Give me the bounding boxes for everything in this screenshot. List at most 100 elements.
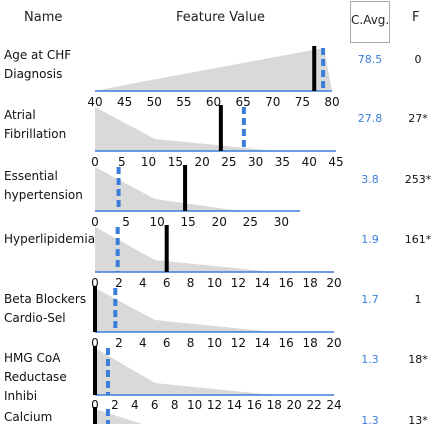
tick-label: 6 — [151, 398, 159, 412]
tick-label: 20 — [212, 215, 227, 229]
header-name[interactable]: Name — [24, 10, 63, 25]
feature-name: Atrial Fibrillation — [4, 108, 67, 141]
tick-label: 50 — [147, 95, 162, 109]
tick-label: 45 — [328, 155, 343, 169]
feature-row-3[interactable] — [95, 225, 334, 273]
tick-label: 2 — [111, 398, 119, 412]
tick-label: 20 — [287, 398, 302, 412]
tick-label: 0 — [91, 155, 99, 169]
tick-label: 65 — [235, 95, 250, 109]
tick-label: 24 — [326, 398, 341, 412]
feature-name: Essential hypertension — [4, 169, 83, 202]
tick-label: 45 — [117, 95, 132, 109]
feature-row-4[interactable] — [93, 286, 334, 333]
feature-name: Age at CHF Diagnosis — [4, 48, 72, 81]
tick-label: 4 — [139, 336, 147, 350]
tick-label: 20 — [326, 276, 341, 290]
f-statistic-value: 0 — [414, 53, 422, 66]
tick-label: 5 — [122, 215, 130, 229]
distribution-area — [95, 348, 274, 395]
tick-label: 12 — [231, 276, 246, 290]
tick-label: 14 — [255, 336, 270, 350]
tick-label: 4 — [131, 398, 139, 412]
tick-label: 10 — [149, 215, 164, 229]
tick-label: 16 — [279, 336, 294, 350]
cohort-average-value: 3.8 — [361, 173, 379, 186]
f-statistic-value: 253* — [404, 173, 432, 186]
tick-label: 18 — [302, 276, 317, 290]
tick-label: 12 — [207, 398, 222, 412]
tick-label: 16 — [247, 398, 262, 412]
tick-label: 0 — [91, 276, 99, 290]
tick-label: 0 — [91, 398, 99, 412]
tick-label: 70 — [265, 95, 280, 109]
feature-name: Hyperlipidemia — [4, 232, 96, 246]
tick-label: 10 — [187, 398, 202, 412]
header-f[interactable]: F — [412, 10, 420, 25]
tick-label: 8 — [187, 336, 195, 350]
distribution-area — [95, 227, 274, 272]
feature-name: Calcium — [4, 410, 53, 424]
distribution-area — [95, 288, 274, 332]
tick-label: 55 — [176, 95, 191, 109]
feature-name: Beta Blockers Cardio-Sel — [4, 292, 87, 325]
feature-row-5[interactable] — [93, 346, 334, 396]
cohort-average-value: 1.3 — [361, 414, 379, 427]
header-feature-value[interactable]: Feature Value — [176, 10, 265, 25]
tick-label: 4 — [139, 276, 147, 290]
tick-label: 40 — [302, 155, 317, 169]
header-cavg-button[interactable]: C.Avg. — [350, 1, 390, 43]
tick-label: 20 — [194, 155, 209, 169]
tick-label: 14 — [255, 276, 270, 290]
tick-label: 8 — [187, 276, 195, 290]
f-statistic-value: 27* — [408, 112, 428, 125]
cohort-average-value: 1.3 — [361, 353, 379, 366]
tick-label: 20 — [326, 336, 341, 350]
feature-row-2[interactable] — [95, 165, 300, 212]
tick-label: 25 — [243, 215, 258, 229]
tick-label: 16 — [279, 276, 294, 290]
tick-label: 30 — [274, 215, 289, 229]
tick-label: 6 — [163, 276, 171, 290]
cohort-average-value: 78.5 — [357, 53, 383, 66]
tick-label: 25 — [221, 155, 236, 169]
feature-name: HMG CoA Reductase Inhibi — [4, 351, 67, 403]
tick-label: 2 — [115, 276, 123, 290]
f-statistic-value: 13* — [408, 414, 428, 427]
tick-label: 15 — [168, 155, 183, 169]
distribution-area — [95, 48, 332, 91]
tick-label: 10 — [141, 155, 156, 169]
tick-label: 10 — [207, 276, 222, 290]
tick-label: 75 — [295, 95, 310, 109]
feature-row-0[interactable] — [95, 46, 332, 92]
tick-label: 5 — [118, 155, 126, 169]
tick-label: 10 — [207, 336, 222, 350]
tick-label: 35 — [275, 155, 290, 169]
feature-row-1[interactable] — [95, 105, 336, 152]
f-statistic-value: 161* — [404, 233, 432, 246]
cohort-average-value: 1.9 — [361, 233, 379, 246]
tick-label: 22 — [306, 398, 321, 412]
cohort-average-value: 27.8 — [357, 112, 383, 125]
distribution-area — [95, 107, 276, 151]
tick-label: 30 — [248, 155, 263, 169]
f-statistic-value: 1 — [414, 293, 422, 306]
tick-label: 8 — [171, 398, 179, 412]
tick-label: 0 — [91, 215, 99, 229]
tick-label: 80 — [324, 95, 339, 109]
distribution-area — [95, 167, 240, 211]
tick-label: 2 — [115, 336, 123, 350]
tick-label: 18 — [302, 336, 317, 350]
tick-label: 40 — [87, 95, 102, 109]
tick-label: 0 — [91, 336, 99, 350]
tick-label: 14 — [227, 398, 242, 412]
tick-label: 12 — [231, 336, 246, 350]
tick-label: 6 — [163, 336, 171, 350]
tick-label: 60 — [206, 95, 221, 109]
f-statistic-value: 18* — [408, 353, 428, 366]
cohort-average-value: 1.7 — [361, 293, 379, 306]
tick-label: 18 — [267, 398, 282, 412]
tick-label: 15 — [181, 215, 196, 229]
